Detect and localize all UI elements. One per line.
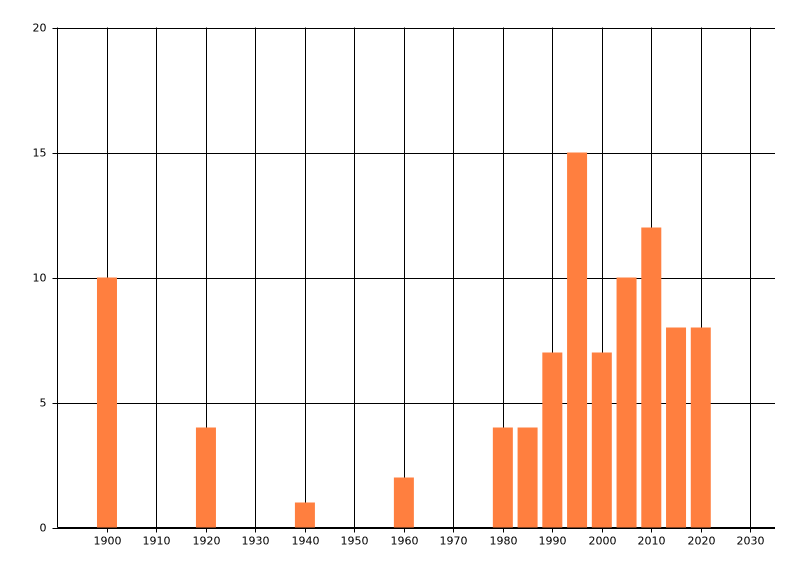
x-tick-label: 2000	[589, 535, 617, 548]
x-tick-label: 1950	[341, 535, 369, 548]
y-tick-label: 10	[33, 272, 47, 285]
y-tick-label: 5	[40, 397, 47, 410]
y-tick-label: 15	[33, 147, 47, 160]
bar	[517, 427, 538, 528]
bar	[567, 152, 588, 528]
bar	[591, 352, 612, 528]
bar	[616, 277, 637, 528]
x-tick-label: 2030	[737, 535, 765, 548]
x-tick-label: 2010	[638, 535, 666, 548]
y-tick-label: 20	[33, 22, 47, 35]
bar	[393, 477, 414, 528]
x-tick-label: 2020	[688, 535, 716, 548]
x-tick-label: 1900	[94, 535, 122, 548]
x-tick-label: 1970	[440, 535, 468, 548]
bar	[195, 427, 216, 528]
bar	[96, 277, 117, 528]
x-tick-label: 1910	[143, 535, 171, 548]
bar	[294, 502, 315, 528]
bar	[542, 352, 563, 528]
x-tick-label: 1940	[292, 535, 320, 548]
bar	[641, 227, 662, 528]
bar	[666, 327, 687, 528]
x-tick-label: 1980	[490, 535, 518, 548]
bar	[492, 427, 513, 528]
x-tick-label: 1960	[391, 535, 419, 548]
y-tick-label: 0	[40, 522, 47, 535]
x-tick-label: 1930	[242, 535, 270, 548]
x-tick-label: 1990	[539, 535, 567, 548]
bar	[690, 327, 711, 528]
x-tick-label: 1920	[193, 535, 221, 548]
